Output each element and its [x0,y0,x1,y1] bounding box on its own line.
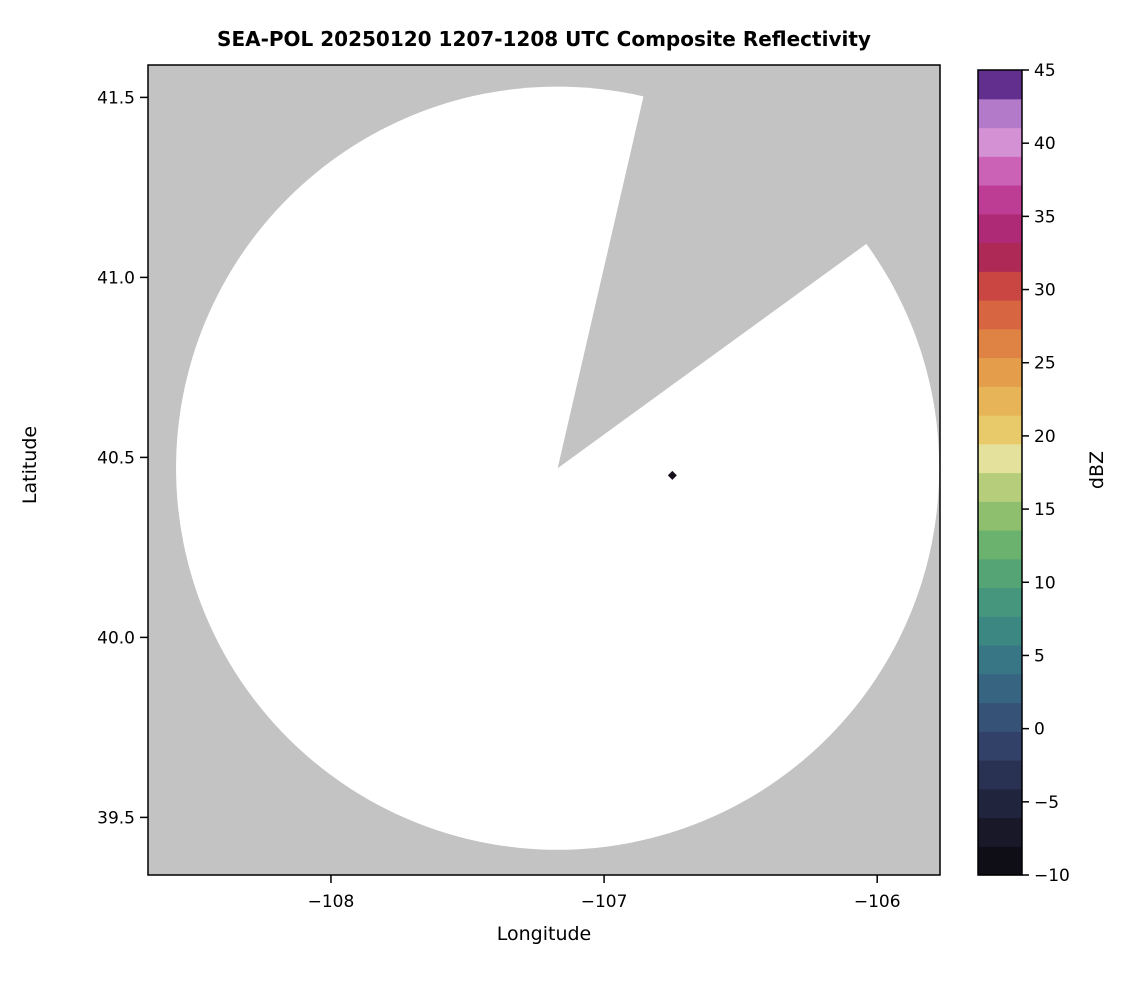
colorbar-band [978,98,1022,129]
colorbar-band [978,127,1022,157]
colorbar-band [978,472,1022,502]
y-axis-label: Latitude [19,425,41,505]
x-axis-tick-label: −107 [581,892,628,912]
colorbar-band [978,357,1022,387]
colorbar-tick-label: 10 [1034,573,1056,593]
colorbar-band [978,501,1022,531]
colorbar-band [978,70,1022,100]
colorbar-tick-label: −10 [1034,866,1070,886]
colorbar-band [978,702,1022,732]
colorbar-tick-label: 35 [1034,207,1056,227]
x-axis-tick-label: −106 [854,892,901,912]
colorbar-band [978,156,1022,186]
colorbar-tick-label: 5 [1034,646,1045,666]
colorbar-band [978,415,1022,445]
y-axis-tick-label: 39.5 [97,808,135,828]
colorbar-band [978,616,1022,646]
colorbar-tick-label: 15 [1034,500,1056,520]
y-axis-tick-label: 40.5 [97,448,135,468]
colorbar-band [978,788,1022,819]
colorbar-band [978,645,1022,675]
colorbar-band [978,530,1022,560]
blocked-sector-wedge [557,92,870,469]
colorbar-tick-label: 25 [1034,354,1056,374]
colorbar-tick-label: 40 [1034,134,1056,154]
colorbar-band [978,673,1022,704]
colorbar-band [978,185,1022,215]
colorbar-band [978,443,1022,474]
colorbar-band [978,731,1022,761]
echo-marker [667,470,677,480]
colorbar-band [978,587,1022,617]
colorbar-tick-label: 20 [1034,427,1056,447]
x-axis-tick-label: −108 [308,892,355,912]
colorbar-band [978,817,1022,847]
colorbar-band [978,558,1022,589]
colorbar-band [978,300,1022,330]
y-axis-tick-label: 40.0 [97,628,135,648]
colorbar-tick-label: 45 [1034,61,1056,81]
colorbar-band [978,328,1022,359]
colorbar-band [978,213,1022,244]
colorbar: −10 −5 0 5 10 15 20 25 30 35 40 45 [977,61,1070,886]
colorbar-tick-label: 0 [1034,720,1045,740]
colorbar-border [977,69,1023,876]
colorbar-band [978,760,1022,790]
colorbar-band [978,386,1022,416]
colorbar-tick-label: 30 [1034,281,1056,301]
colorbar-label: dBZ [1086,450,1108,490]
y-axis-tick-label: 41.5 [97,88,135,108]
plot-area [148,65,940,875]
colorbar-band [978,242,1022,272]
axes: −108 −107 −106 39.5 40.0 40.5 41.0 41.5 [97,88,900,912]
x-axis-label: Longitude [496,923,592,945]
plot-border [147,64,941,876]
colorbar-tick-label: −5 [1034,793,1059,813]
chart-title: SEA-POL 20250120 1207-1208 UTC Composite… [217,27,871,51]
colorbar-band [978,846,1022,876]
y-axis-tick-label: 41.0 [97,268,135,288]
colorbar-band [978,271,1022,301]
